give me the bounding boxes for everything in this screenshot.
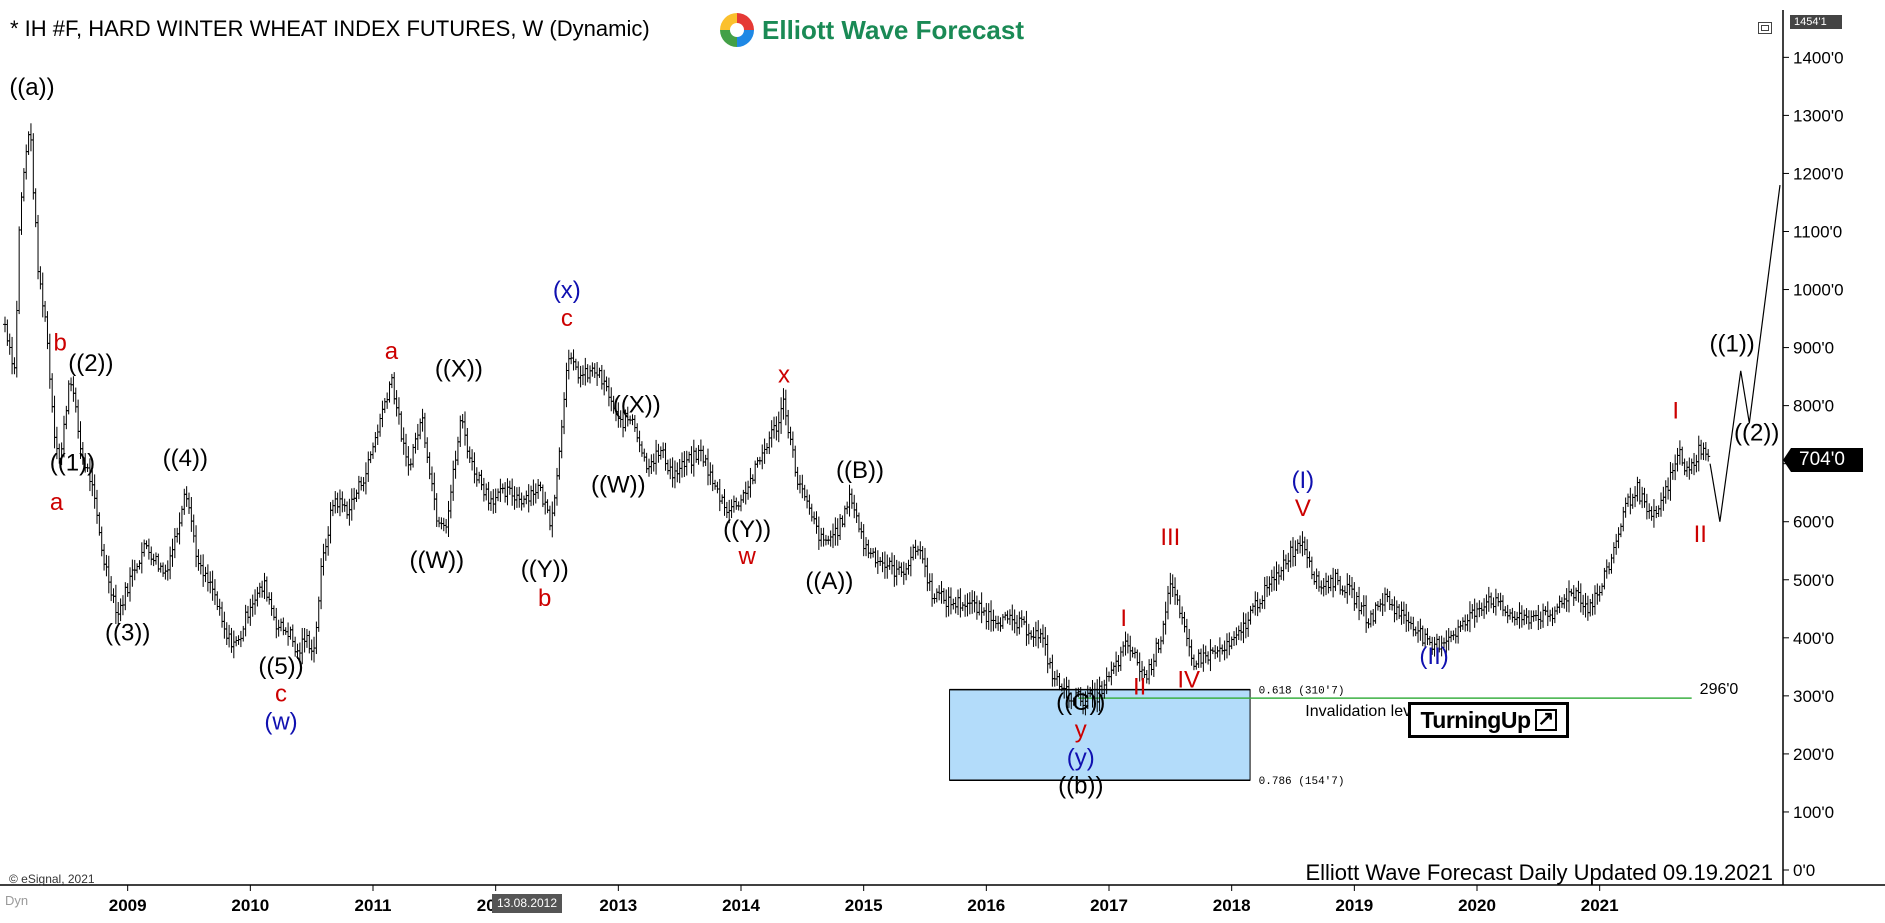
y-tick-label: 1200'0 — [1793, 164, 1844, 183]
wave-label: (II) — [1419, 643, 1448, 670]
x-tick-label: 2018 — [1213, 896, 1251, 915]
x-tick-label: 2021 — [1581, 896, 1619, 915]
y-tick-label: 1400'0 — [1793, 48, 1844, 67]
top-price-label: 1454'1 — [1790, 15, 1842, 29]
wave-label: ((W)) — [591, 472, 646, 499]
wave-label: a — [50, 489, 64, 516]
wave-label: ((3)) — [105, 620, 150, 647]
wave-label: ((X)) — [435, 356, 483, 383]
wave-label: b — [54, 329, 67, 356]
y-tick-label: 600'0 — [1793, 513, 1834, 532]
wave-label: ((Y)) — [723, 516, 771, 543]
y-tick-label: 1100'0 — [1793, 222, 1842, 241]
wave-label: x — [778, 361, 790, 388]
x-tick-label: 2009 — [109, 896, 147, 915]
y-tick-label: 300'0 — [1793, 687, 1834, 706]
wave-label: (I) — [1291, 467, 1314, 494]
wave-label: c — [561, 305, 573, 332]
wave-label: (x) — [553, 277, 581, 304]
trend-arrow-icon — [1534, 706, 1557, 731]
wave-label: ((Y)) — [521, 556, 569, 583]
update-footer: Elliott Wave Forecast Daily Updated 09.1… — [1305, 860, 1773, 885]
wave-label: ((b)) — [1058, 772, 1103, 799]
x-tick-label: 2011 — [355, 896, 392, 915]
wave-label: IV — [1177, 667, 1200, 694]
wave-label: ((1)) — [1709, 331, 1754, 358]
projection-path — [1709, 184, 1781, 522]
dyn-label: Dyn — [5, 893, 29, 908]
y-tick-label: 100'0 — [1793, 803, 1834, 822]
projection-layer — [1709, 184, 1781, 522]
wave-label: ((2)) — [68, 350, 113, 377]
invalidation-layer: 296'0 Invalidation level — [1078, 681, 1738, 720]
y-tick-label: 200'0 — [1793, 745, 1834, 764]
wave-label: (w) — [264, 709, 297, 736]
x-tick-label: 2014 — [722, 896, 760, 915]
x-tick-label: 2013 — [599, 896, 637, 915]
fib-label-1: 0.786 (154'7) — [1259, 776, 1345, 788]
wave-label: ((B)) — [836, 457, 884, 484]
wave-label: ((4)) — [163, 445, 208, 472]
wave-label: III — [1160, 524, 1180, 551]
wave-label: II — [1694, 521, 1707, 548]
wave-label: I — [1672, 397, 1679, 424]
wave-label: y — [1075, 717, 1087, 744]
wave-label: w — [737, 543, 756, 570]
wave-labels: ((a))b((2))((1))a((4))((3))((5))c(w)a((X… — [9, 74, 1779, 799]
wave-label: b — [538, 585, 551, 612]
x-tick-label: 2016 — [967, 896, 1005, 915]
y-tick-label: 400'0 — [1793, 629, 1834, 648]
y-tick-label: 0'0 — [1793, 861, 1815, 880]
wave-label: ((X)) — [613, 392, 661, 419]
y-tick-label: 900'0 — [1793, 339, 1834, 358]
wave-label: c — [275, 681, 287, 708]
wave-label: II — [1133, 674, 1146, 701]
wave-label: ((A)) — [805, 568, 853, 595]
price-bars — [3, 123, 1711, 716]
wave-label: ((5)) — [258, 653, 303, 680]
wave-label: (y) — [1067, 745, 1095, 772]
wave-label: ((2)) — [1734, 419, 1779, 446]
last-price-marker: 704'0 — [1783, 448, 1863, 472]
maximize-icon[interactable] — [1758, 22, 1772, 34]
x-tick-label: 2017 — [1090, 896, 1128, 915]
wave-label: ((C)) — [1056, 689, 1105, 716]
wave-label: a — [385, 338, 399, 365]
wave-label: I — [1120, 605, 1127, 632]
y-tick-label: 800'0 — [1793, 397, 1834, 416]
cursor-date-label: 13.08.2012 — [492, 894, 562, 913]
x-tick-label: 2015 — [845, 896, 883, 915]
wave-label: V — [1295, 495, 1311, 522]
y-tick-label: 500'0 — [1793, 571, 1834, 590]
y-tick-label: 1000'0 — [1793, 281, 1844, 300]
x-axis-ticks: 2009201020112012201320142015201620172018… — [109, 885, 1619, 915]
fib-label-0: 0.618 (310'7) — [1259, 686, 1345, 698]
turning-up-text: TurningUp — [1420, 706, 1531, 733]
y-tick-label: 1300'0 — [1793, 106, 1844, 125]
wave-label: ((a)) — [9, 74, 54, 101]
logo-icon — [720, 13, 754, 47]
turning-up-badge: TurningUp — [1408, 702, 1569, 738]
chart-title: * IH #F, HARD WINTER WHEAT INDEX FUTURES… — [10, 16, 650, 41]
wave-label: ((W)) — [409, 547, 464, 574]
x-tick-label: 2020 — [1458, 896, 1496, 915]
x-tick-label: 2010 — [231, 896, 269, 915]
invalidation-value: 296'0 — [1700, 681, 1739, 698]
logo-text: Elliott Wave Forecast — [762, 14, 1024, 45]
invalidation-text: Invalidation level — [1305, 703, 1423, 720]
fib-zone-layer: 0.618 (310'7) 0.786 (154'7) — [949, 686, 1345, 788]
wave-label: ((1)) — [50, 450, 95, 477]
copyright-text: © eSignal, 2021 — [9, 872, 95, 886]
x-tick-label: 2019 — [1335, 896, 1373, 915]
brand-logo: Elliott Wave Forecast — [720, 12, 1024, 48]
